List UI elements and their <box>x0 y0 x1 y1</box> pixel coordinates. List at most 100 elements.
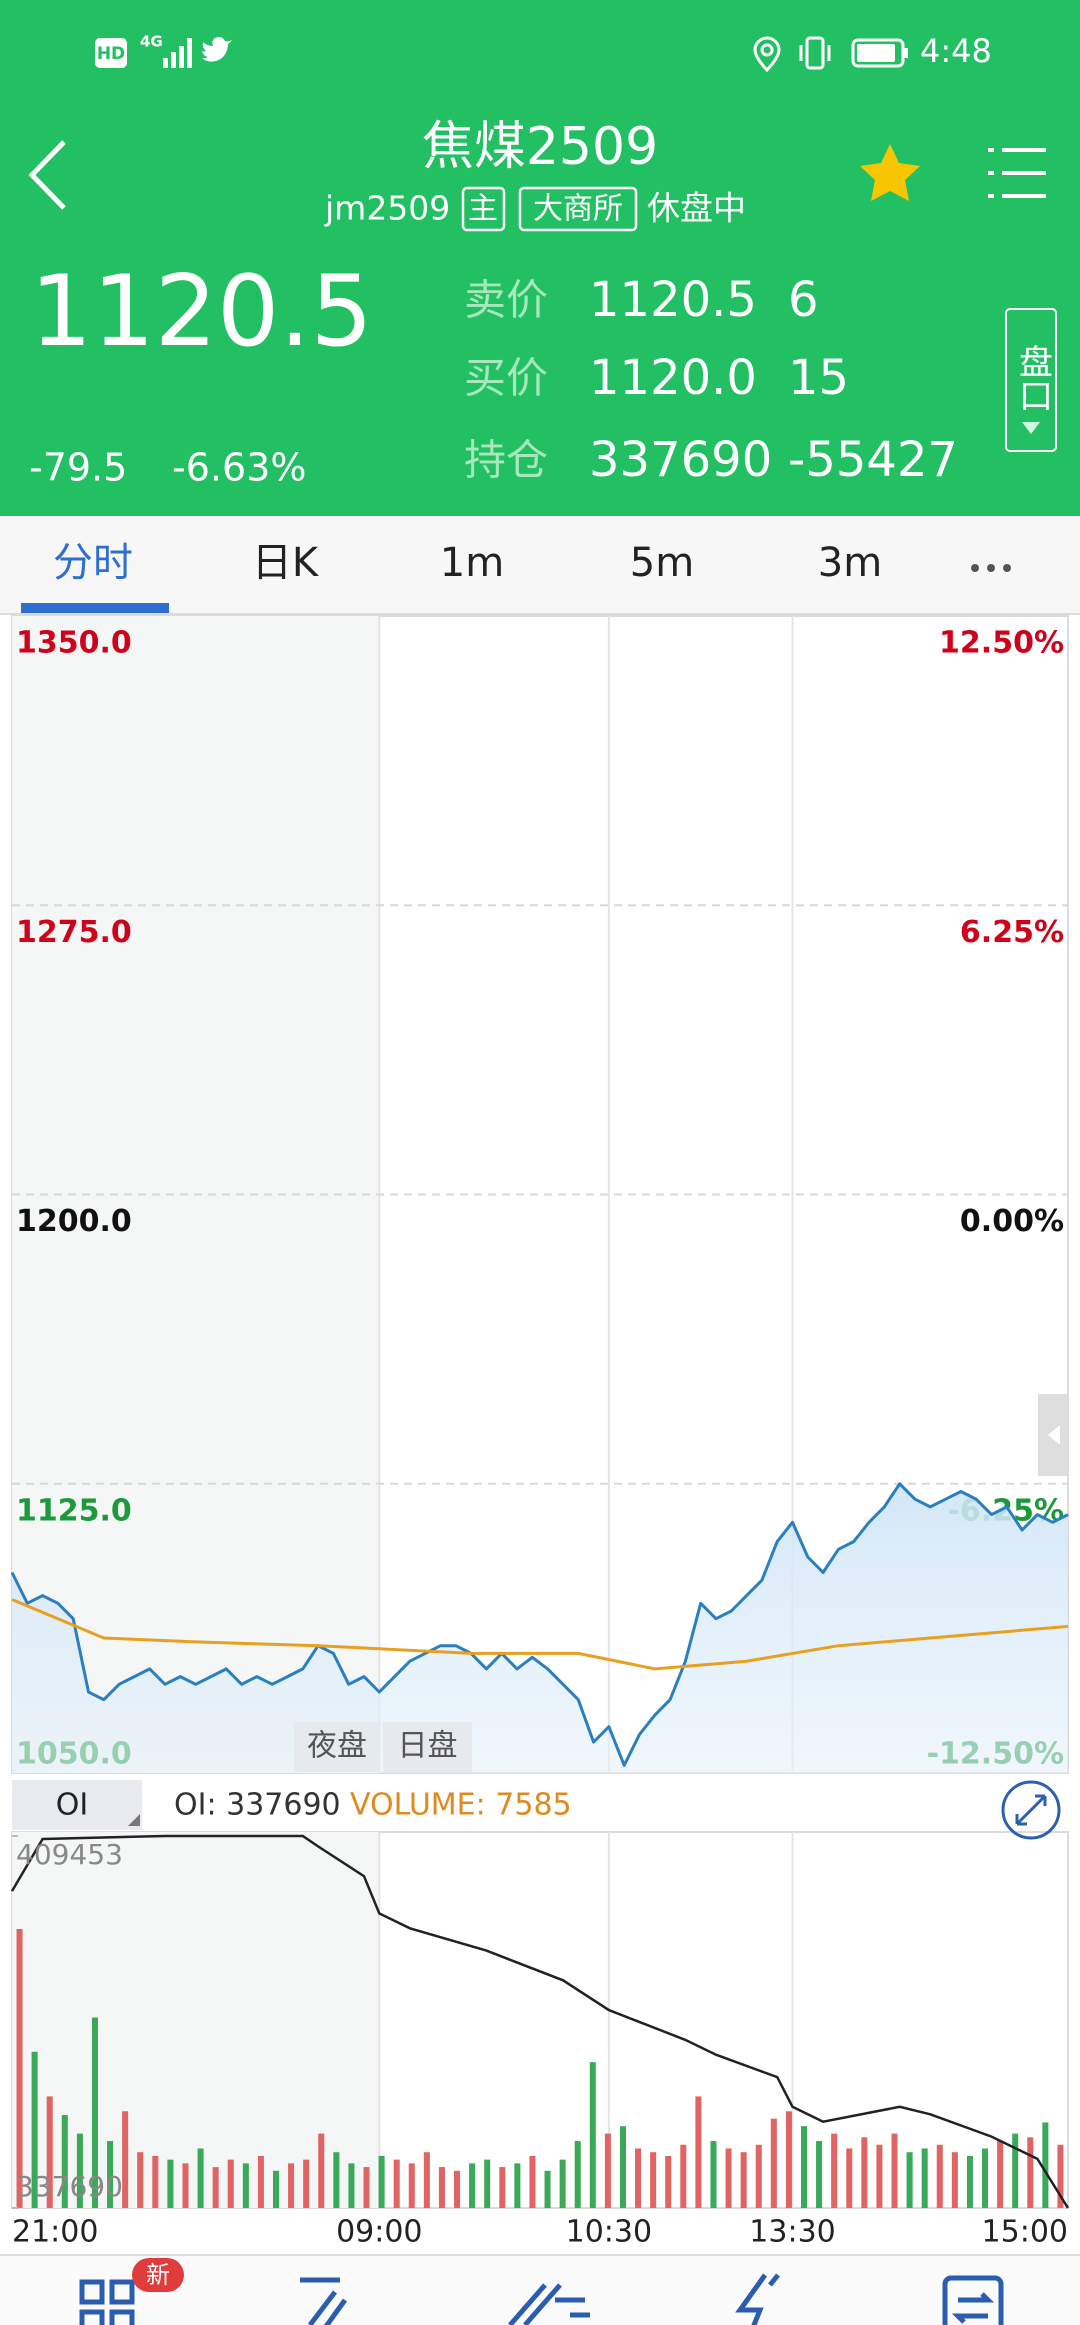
y2-tick-label: 0.00% <box>960 1204 1064 1239</box>
volume-bar <box>861 2137 868 2208</box>
volume-bar <box>514 2163 521 2208</box>
oi-tick-label: 337690 <box>16 2170 123 2203</box>
volume-bar <box>318 2133 325 2208</box>
menu-button[interactable] <box>988 148 1046 198</box>
volume-bar <box>740 2152 747 2208</box>
volume-bar <box>891 2133 898 2208</box>
quote-quantity: 15 <box>788 350 849 406</box>
back-button[interactable] <box>28 140 66 210</box>
volume-bar <box>906 2152 913 2208</box>
volume-bar <box>997 2141 1004 2208</box>
y2-tick-label: 6.25% <box>960 915 1064 950</box>
volume-bar <box>16 1929 23 2208</box>
status-time: 4:48 <box>920 32 992 70</box>
tab-underline <box>21 603 169 613</box>
volume-bar <box>257 2155 264 2208</box>
tab[interactable]: 分时 <box>53 540 133 586</box>
session-label-box <box>383 1722 472 1772</box>
tab[interactable]: 日K <box>252 540 320 586</box>
quote-value: 337690 <box>589 432 772 488</box>
volume-bar <box>604 2133 611 2208</box>
volume-bar <box>438 2167 445 2208</box>
volume-bar <box>272 2170 280 2208</box>
panel-arrow <box>1022 422 1040 434</box>
more-tabs[interactable] <box>971 564 1011 572</box>
volume-bar <box>1012 2133 1019 2208</box>
volume-bar <box>137 2152 144 2208</box>
volume-bar <box>574 2141 581 2208</box>
volume-bar <box>589 2062 596 2208</box>
x-tick-label: 09:00 <box>336 2215 422 2250</box>
nav-icons[interactable] <box>79 2273 1004 2325</box>
y2-tick-label: 12.50% <box>939 626 1064 661</box>
contract-code: jm2509 <box>324 189 450 228</box>
volume-bar <box>363 2167 370 2208</box>
quote-quantity: -55427 <box>788 432 958 488</box>
oi-selector[interactable] <box>12 1780 142 1830</box>
volume-bar <box>242 2163 249 2208</box>
tab[interactable]: 3m <box>818 540 882 586</box>
volume-bar <box>31 2051 38 2208</box>
oi-selector-label[interactable]: OI <box>56 1788 88 1823</box>
volume-bar <box>423 2152 430 2208</box>
oi-tick-label: 409453 <box>16 1838 123 1871</box>
quote-rows: 卖价 1120.5 6 买价 1120.0 15 持仓 337690 -55427 <box>464 272 958 488</box>
volume-bar <box>710 2141 717 2208</box>
volume-bar <box>785 2111 792 2208</box>
price-area <box>12 1483 1068 1773</box>
battery-level <box>857 44 895 62</box>
tab[interactable]: 5m <box>630 540 694 586</box>
favorite-star[interactable] <box>860 144 920 201</box>
volume-bar <box>665 2155 672 2208</box>
selector-arrow <box>128 1814 140 1826</box>
volume-bar <box>921 2148 928 2208</box>
volume-bar <box>348 2163 355 2208</box>
volume-bar <box>182 2163 189 2208</box>
volume-bar <box>499 2167 506 2208</box>
volume-bar <box>725 2148 732 2208</box>
volume-bar <box>816 2141 823 2208</box>
signal-icon <box>163 38 192 68</box>
volume-label: VOLUME: 7585 <box>350 1788 572 1823</box>
volume-bar <box>966 2155 973 2208</box>
tab[interactable]: 1m <box>440 540 504 586</box>
oi-line <box>10 1834 1070 2209</box>
new-badge <box>132 2258 184 2292</box>
volume-bar <box>303 2159 310 2208</box>
y-tick-label: 1125.0 <box>16 1493 132 1528</box>
session-label: 日盘 <box>398 1729 458 1764</box>
change: -79.5 <box>29 446 127 490</box>
volume-bar <box>46 2096 53 2208</box>
x-tick-label: 13:30 <box>749 2215 835 2250</box>
series-line <box>10 1482 1069 1767</box>
volume-bar <box>559 2159 566 2208</box>
quote-value: 1120.5 <box>589 272 757 328</box>
title: 焦煤2509 <box>422 117 658 177</box>
quote-quantity: 6 <box>788 272 819 328</box>
volume-bar <box>227 2159 234 2208</box>
volume-bar <box>951 2152 958 2208</box>
session-label-box <box>294 1722 380 1772</box>
night-session-shade <box>12 1832 380 2208</box>
panel-button[interactable] <box>1005 308 1057 452</box>
x-tick-label: 15:00 <box>982 2215 1068 2250</box>
volume-bar <box>76 2133 83 2208</box>
volume-bar <box>936 2144 943 2208</box>
tag-box <box>518 186 638 232</box>
twitter-icon <box>202 37 232 62</box>
volume-bar <box>1057 2144 1064 2208</box>
volume-bar <box>770 2118 777 2208</box>
tag: 大商所 <box>533 192 623 227</box>
volume-bar <box>831 2133 838 2208</box>
quote-label: 卖价 <box>464 276 548 325</box>
volume-bar <box>122 2111 129 2208</box>
volume-bar <box>846 2148 853 2208</box>
expand-icon <box>1015 1794 1047 1826</box>
volume-bar <box>680 2144 687 2208</box>
panel-button-label[interactable]: 盘口 <box>1013 344 1053 412</box>
series-line <box>11 1598 1069 1671</box>
volume-bar <box>635 2148 642 2208</box>
expand-button[interactable] <box>1001 1780 1061 1840</box>
quote-label: 买价 <box>464 354 548 403</box>
